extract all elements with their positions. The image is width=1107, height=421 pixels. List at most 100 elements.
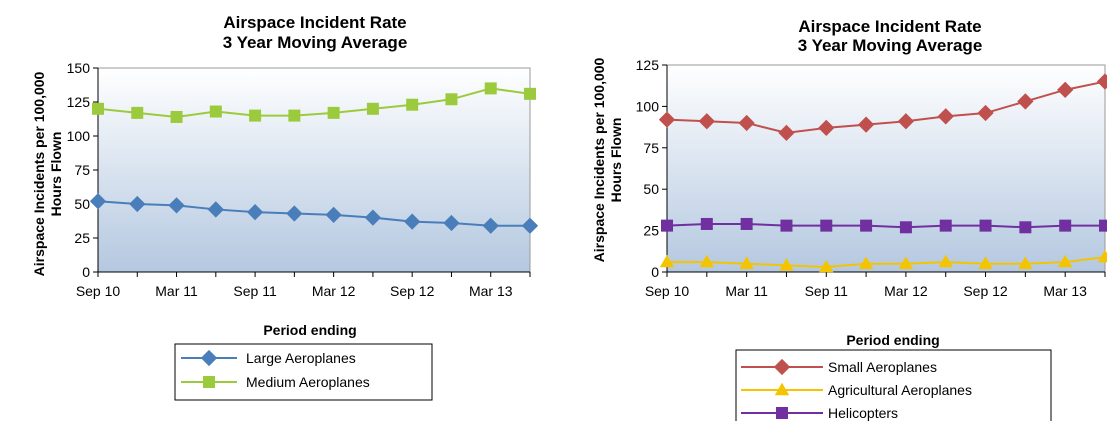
chart-1-data-point-large-aeroplanes bbox=[207, 201, 224, 218]
chart-2-series-line-helicopters bbox=[666, 222, 1105, 229]
chart-1-data-point-large-aeroplanes bbox=[482, 217, 499, 234]
chart-1-y-tick-label: 0 bbox=[82, 264, 90, 280]
chart-2-data-point-agricultural-aeroplanes bbox=[819, 259, 834, 273]
chart-1-x-tick-label: Mar 12 bbox=[312, 283, 356, 299]
chart-1-legend-swatch-marker bbox=[203, 376, 215, 388]
chart-2-x-tick-label: Mar 13 bbox=[1043, 283, 1087, 299]
chart-2-legend-swatch-marker bbox=[774, 382, 790, 396]
chart-1-series-medium-aeroplanes bbox=[92, 82, 536, 123]
chart-2-data-point-small-aeroplanes bbox=[778, 124, 795, 142]
chart-2-data-point-agricultural-aeroplanes bbox=[1097, 249, 1107, 263]
chart-2-y-ticks: 0 25 50 75 100 125 bbox=[636, 57, 667, 280]
chart-1-legend-box bbox=[174, 343, 433, 401]
chart-2-y-tick-label: 75 bbox=[643, 140, 659, 156]
chart-2-legend-label: Helicopters bbox=[828, 405, 898, 421]
chart-1-data-point-medium-aeroplanes bbox=[445, 93, 458, 106]
chart-2-legend-entry-small-aeroplanes: Small Aeroplanes bbox=[741, 358, 937, 376]
chart-2-data-point-small-aeroplanes bbox=[818, 119, 835, 137]
chart-1-data-point-medium-aeroplanes bbox=[406, 98, 419, 111]
chart-1-data-point-medium-aeroplanes bbox=[249, 109, 262, 122]
chart-2-data-point-helicopters bbox=[899, 221, 912, 234]
chart-1-x-ticks: Sep 10 Mar 11 Sep 11 Mar 12 Sep 12 Mar 13 bbox=[76, 272, 531, 299]
chart-1-y-tick-label: 75 bbox=[74, 162, 90, 178]
chart-1-legend-entries: Large Aeroplanes Medium Aeroplanes bbox=[181, 349, 370, 390]
chart-1-x-tick-label: Sep 12 bbox=[390, 283, 435, 299]
chart-1-x-tick-label: Sep 10 bbox=[76, 283, 121, 299]
chart-1-data-point-large-aeroplanes bbox=[404, 213, 421, 230]
chart-2-y-axis-title: Airspace Incidents per 100,000 Hours Flo… bbox=[591, 57, 624, 262]
chart-1-data-point-large-aeroplanes bbox=[168, 197, 185, 214]
chart-2-data-point-helicopters bbox=[661, 219, 673, 232]
chart-2-y-tick-label: 100 bbox=[636, 98, 660, 114]
chart-2-plot-area bbox=[666, 64, 1106, 273]
chart-2-legend-entry-helicopters: Helicopters bbox=[741, 405, 898, 421]
chart-1-x-axis-title: Period ending bbox=[263, 322, 356, 338]
chart-2-series bbox=[658, 73, 1107, 273]
chart-2-y-axis-title-line-1: Airspace Incidents per 100,000 bbox=[591, 57, 607, 262]
chart-2-legend-swatch-marker bbox=[776, 407, 788, 419]
chart-2-data-point-small-aeroplanes bbox=[658, 111, 676, 128]
chart-2-x-tick-label: Mar 12 bbox=[884, 283, 928, 299]
chart-1-legend-entry-large-aeroplanes: Large Aeroplanes bbox=[181, 349, 356, 367]
chart-2-series-line-agricultural-aeroplanes bbox=[667, 256, 1106, 269]
chart-2-data-point-small-aeroplanes bbox=[897, 113, 915, 130]
chart-1-data-point-medium-aeroplanes bbox=[170, 110, 183, 123]
chart-2-data-point-helicopters bbox=[820, 219, 833, 232]
chart-2-data-point-small-aeroplanes bbox=[698, 113, 715, 130]
chart-1-plot-area bbox=[97, 67, 531, 273]
chart-2-data-point-helicopters bbox=[1059, 219, 1072, 232]
chart-1-data-point-large-aeroplanes bbox=[443, 214, 460, 232]
chart-1-data-point-large-aeroplanes bbox=[286, 205, 303, 222]
chart-2-series-helicopters bbox=[661, 217, 1107, 234]
chart-2-series-agricultural-aeroplanes bbox=[659, 249, 1107, 273]
chart-2-legend-box bbox=[735, 349, 1052, 421]
chart-2-y-tick-label: 125 bbox=[636, 57, 660, 73]
chart-2-data-point-helicopters bbox=[860, 219, 873, 232]
chart-2-data-point-helicopters bbox=[939, 219, 952, 232]
chart-1-data-point-large-aeroplanes bbox=[364, 209, 382, 226]
chart-2-data-point-helicopters bbox=[700, 217, 713, 230]
chart-1-title-line-1: Airspace Incident Rate bbox=[223, 13, 406, 32]
chart-2-x-ticks: Sep 10 Mar 11 Sep 11 Mar 12 Sep 12 Mar 13 bbox=[645, 272, 1106, 299]
chart-1-data-point-medium-aeroplanes bbox=[524, 87, 536, 100]
chart-2-data-point-agricultural-aeroplanes bbox=[898, 256, 914, 269]
chart-2-y-axis-title-line-2: Hours Flown bbox=[608, 118, 624, 203]
chart-2-data-point-small-aeroplanes bbox=[1057, 81, 1074, 98]
chart-2-data-point-agricultural-aeroplanes bbox=[1057, 254, 1073, 268]
chart-2-title-line-1: Airspace Incident Rate bbox=[798, 17, 981, 36]
chart-2-data-point-small-aeroplanes bbox=[738, 114, 755, 132]
chart-1-legend-entry-medium-aeroplanes: Medium Aeroplanes bbox=[181, 374, 370, 390]
chart-1-data-point-medium-aeroplanes bbox=[366, 102, 379, 115]
chart-1-legend-label: Medium Aeroplanes bbox=[246, 374, 370, 390]
chart-1-series bbox=[89, 82, 539, 234]
chart-2-data-point-agricultural-aeroplanes bbox=[938, 254, 953, 268]
chart-2-data-point-agricultural-aeroplanes bbox=[978, 256, 993, 269]
chart-1-data-point-medium-aeroplanes bbox=[327, 106, 340, 119]
chart-2-legend: Small Aeroplanes Agricultural Aeroplanes H… bbox=[735, 349, 1052, 421]
chart-1-y-tick-label: 100 bbox=[67, 128, 91, 144]
chart-2-data-point-small-aeroplanes bbox=[937, 108, 954, 125]
chart-2-data-point-agricultural-aeroplanes bbox=[699, 254, 715, 268]
chart-1-title-line-2: 3 Year Moving Average bbox=[223, 33, 408, 52]
chart-2-legend-entries: Small Aeroplanes Agricultural Aeroplanes H… bbox=[741, 358, 972, 421]
chart-1-x-tick-label: Mar 13 bbox=[469, 283, 513, 299]
chart-2-data-point-agricultural-aeroplanes bbox=[739, 256, 754, 269]
chart-1-legend-swatch-marker bbox=[200, 349, 218, 367]
chart-2-data-point-helicopters bbox=[979, 219, 992, 232]
chart-1-data-point-large-aeroplanes bbox=[325, 206, 342, 224]
chart-1-y-tick-label: 50 bbox=[74, 196, 90, 212]
chart-2-legend-label: Small Aeroplanes bbox=[828, 359, 937, 375]
chart-2: Airspace Incident Rate 3 Year Moving Ave… bbox=[591, 17, 1107, 421]
chart-1-y-axis-title-line-1: Airspace Incidents per 100,000 bbox=[31, 71, 47, 276]
chart-1-data-point-large-aeroplanes bbox=[89, 193, 107, 210]
chart-1-data-point-medium-aeroplanes bbox=[288, 109, 301, 122]
chart-2-data-point-helicopters bbox=[780, 219, 793, 232]
chart-2-y-tick-label: 50 bbox=[643, 181, 659, 197]
chart-2-data-point-small-aeroplanes bbox=[857, 116, 875, 133]
chart-1-y-tick-label: 125 bbox=[67, 94, 91, 110]
chart-1-y-tick-label: 150 bbox=[67, 60, 91, 76]
chart-2-data-point-helicopters bbox=[740, 217, 753, 230]
chart-2-data-point-agricultural-aeroplanes bbox=[1018, 256, 1033, 269]
chart-1-x-tick-label: Mar 11 bbox=[155, 283, 198, 299]
